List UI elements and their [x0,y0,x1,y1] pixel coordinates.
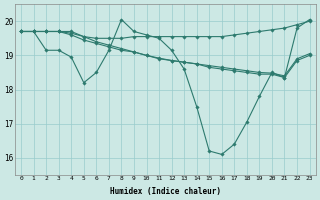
X-axis label: Humidex (Indice chaleur): Humidex (Indice chaleur) [110,187,221,196]
